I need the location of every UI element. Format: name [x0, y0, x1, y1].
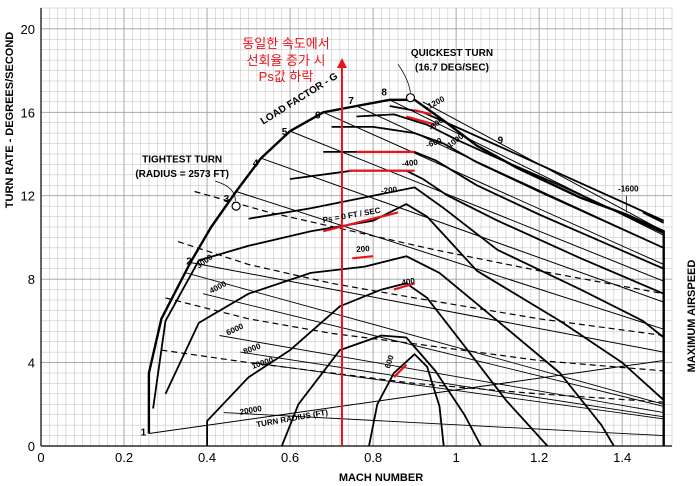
load-factor-label: 4	[253, 159, 259, 170]
ps-label: -400	[401, 158, 418, 169]
red-segment	[414, 109, 432, 116]
vertical-marker-arrowhead	[336, 58, 347, 69]
dashed-line	[161, 349, 664, 403]
turn-radius-line	[252, 362, 664, 420]
red-segment	[323, 211, 399, 233]
x-tick-label: 0.6	[281, 450, 299, 465]
ps-curve	[642, 211, 665, 224]
load-factor-label: 6	[315, 111, 321, 122]
turn-radius-line	[223, 412, 664, 437]
dashed-line	[194, 190, 664, 295]
y-tick-label: 12	[21, 189, 35, 204]
load-factor-line	[260, 157, 664, 303]
ps-curve	[368, 353, 445, 447]
turn-radius-line	[186, 272, 664, 405]
annotation-text: TIGHTEST TURN	[142, 154, 222, 165]
turn-radius-line	[202, 293, 664, 407]
ps-curve	[206, 282, 549, 447]
load-factor-label: 3	[224, 194, 230, 205]
load-factor-label: 8	[381, 88, 387, 99]
load-factor-label: 5	[282, 127, 288, 138]
red-segment	[393, 363, 408, 378]
load-factor-line	[235, 191, 664, 330]
load-factor-label: 1	[141, 428, 147, 439]
x-tick-label: 1.4	[613, 450, 631, 465]
turn-radius-line	[219, 335, 664, 414]
x-tick-label: 0.8	[364, 450, 382, 465]
red-segment	[405, 115, 436, 126]
annotation-text: (16.7 DEG/SEC)	[415, 63, 489, 74]
x-tick-label: 0.2	[115, 450, 133, 465]
load-factor-line	[323, 111, 664, 265]
red-segment	[393, 282, 415, 291]
ps-curve	[389, 105, 665, 222]
quickest-leader	[397, 64, 411, 93]
korean-note-line-3: Ps값 하락	[259, 69, 314, 84]
x-axis-title: MACH NUMBER	[339, 472, 423, 484]
ps-curve	[164, 255, 615, 447]
ps-label: -1600	[618, 185, 639, 194]
y-tick-label: 20	[21, 22, 35, 37]
ps-label: 200	[356, 244, 370, 254]
red-highlight-segments	[323, 109, 436, 378]
x-tick-label: 0.4	[198, 450, 216, 465]
y-axis-title: TURN RATE - DEGREES/SECOND	[4, 32, 16, 208]
ps-label: 600	[383, 353, 396, 369]
load-factor-label: 7	[348, 96, 354, 107]
turn-radius-label: 20000	[239, 404, 263, 417]
ps-curve	[280, 334, 482, 447]
load-factor-label: 9	[498, 136, 504, 147]
tightest-point	[231, 201, 241, 211]
right-axis-title: MAXIMUM AIRSPEED	[686, 260, 698, 373]
y-tick-label: 4	[28, 356, 35, 371]
ps-curve	[356, 113, 665, 235]
y-tick-label: 16	[21, 105, 35, 120]
korean-note-line-2: 선회율 증가 시	[247, 53, 326, 68]
annotation-text: QUICKEST TURN	[411, 48, 493, 59]
y-tick-label: 0	[28, 439, 35, 454]
load-factor-line	[148, 360, 664, 434]
x-tick-label: 1.2	[530, 450, 548, 465]
korean-note-line-1: 동일한 속도에서	[242, 36, 329, 51]
load-factor-line	[289, 130, 664, 282]
ps-curve	[331, 126, 665, 249]
tightest-leader	[215, 180, 236, 202]
ps-curve	[152, 203, 665, 409]
ps-label: -200	[381, 185, 398, 196]
ps-curve	[248, 186, 665, 339]
annotation-text: (RADIUS = 2573 FT)	[135, 169, 229, 180]
load-factor-label: 2	[186, 257, 192, 268]
envelope-boundary	[147, 98, 665, 446]
red-segment	[352, 255, 374, 260]
quickest-point	[405, 93, 416, 103]
turn-radius-line	[240, 351, 664, 418]
y-tick-label: 8	[28, 272, 35, 287]
x-tick-label: 0	[37, 450, 44, 465]
ps-label: 400	[401, 276, 416, 287]
x-tick-label: 1	[453, 450, 460, 465]
chart-marks	[215, 58, 627, 446]
